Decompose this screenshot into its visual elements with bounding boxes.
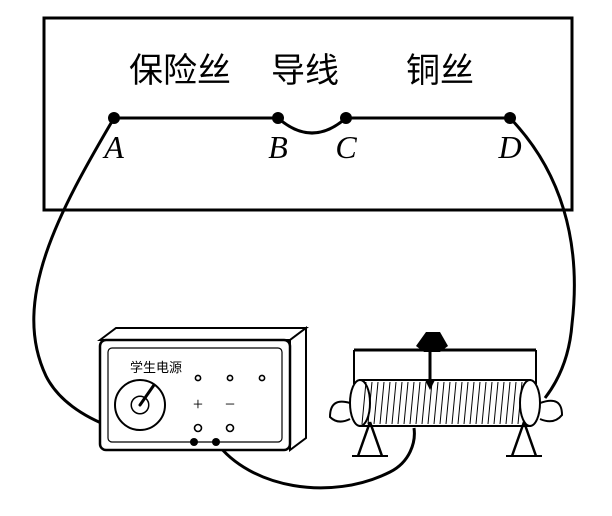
terminal-d-label: D <box>497 129 521 165</box>
svg-text:+: + <box>193 394 203 414</box>
circuit-diagram: 保险丝 导线 铜丝 A B C D 学生电源+− <box>0 0 612 516</box>
terminal-c-label: C <box>335 129 357 165</box>
rheostat <box>330 332 562 456</box>
component-board <box>44 18 572 210</box>
label-wire: 导线 <box>271 52 339 90</box>
svg-text:−: − <box>225 394 235 414</box>
terminal-b-label: B <box>268 129 288 165</box>
terminal-c <box>340 112 352 124</box>
label-copper: 铜丝 <box>406 53 474 90</box>
terminal-b <box>272 112 284 124</box>
label-fuse: 保险丝 <box>129 52 231 90</box>
power-label: 学生电源 <box>130 360 182 375</box>
power-supply: 学生电源 + − <box>100 328 306 450</box>
